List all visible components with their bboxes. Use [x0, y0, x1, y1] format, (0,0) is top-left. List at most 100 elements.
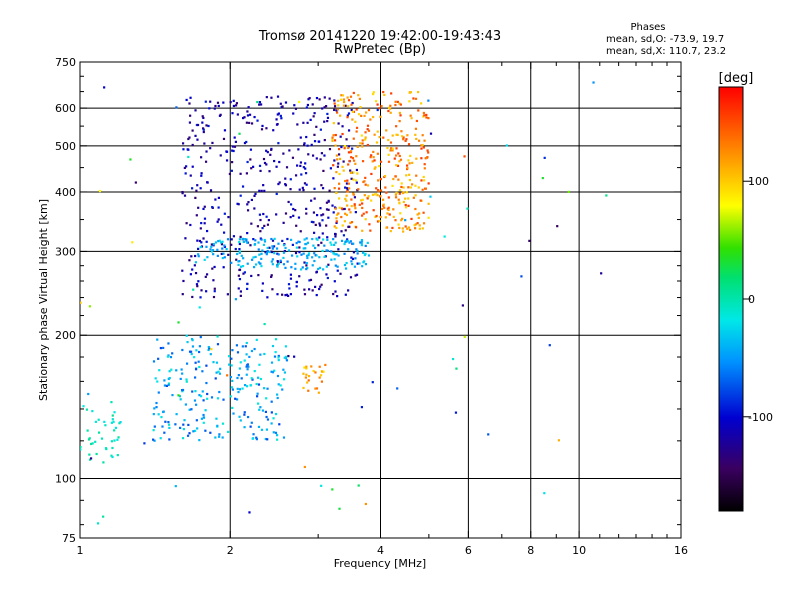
y-tick-label: 750 — [55, 56, 76, 69]
echo-point — [184, 403, 187, 406]
echo-point — [383, 93, 386, 97]
echo-point — [349, 240, 352, 243]
echo-point — [398, 120, 401, 123]
echo-point — [207, 124, 210, 128]
echo-point — [194, 109, 197, 112]
echo-point — [335, 221, 338, 224]
echo-point — [195, 189, 198, 192]
x-tick-label: 6 — [465, 544, 472, 557]
echo-point — [351, 262, 354, 266]
echo-point — [208, 347, 211, 350]
echo-point — [239, 290, 243, 293]
echo-point — [311, 237, 314, 241]
echo-point — [258, 101, 262, 104]
echo-point — [315, 271, 318, 274]
echo-point — [312, 221, 315, 224]
echo-point — [252, 256, 255, 259]
echo-point — [391, 134, 394, 137]
echo-point — [248, 511, 251, 514]
echo-point — [222, 137, 226, 141]
echo-point — [350, 260, 353, 263]
echo-point — [305, 242, 308, 246]
echo-point — [325, 273, 328, 276]
echo-point — [239, 419, 242, 422]
echo-point — [91, 410, 94, 413]
echo-point — [320, 484, 323, 487]
echo-point — [187, 423, 190, 427]
echo-point — [424, 157, 427, 160]
echo-point — [291, 156, 295, 159]
echo-point — [258, 213, 262, 216]
echo-point — [88, 437, 91, 440]
echo-point — [234, 298, 238, 301]
echo-point — [334, 133, 337, 137]
echo-point — [326, 116, 330, 119]
echo-point — [263, 322, 266, 326]
echo-point — [398, 192, 401, 195]
echo-point — [418, 212, 421, 215]
echo-point — [311, 264, 314, 267]
echo-point — [357, 484, 360, 487]
echo-point — [218, 239, 221, 242]
echo-point — [408, 228, 412, 232]
echo-point — [299, 164, 302, 168]
echo-point — [198, 345, 201, 348]
echo-point — [245, 385, 249, 388]
echo-point — [451, 357, 455, 361]
y-tick-label: 200 — [55, 329, 76, 342]
echo-point — [238, 240, 241, 244]
echo-point — [256, 225, 260, 228]
echo-point — [223, 256, 226, 259]
echo-point — [232, 235, 236, 238]
echo-point — [335, 217, 338, 220]
echo-point — [423, 179, 426, 182]
echo-point — [314, 371, 317, 374]
echo-point — [205, 240, 208, 243]
echo-point — [355, 248, 358, 251]
echo-point — [336, 265, 339, 268]
echo-point — [382, 90, 385, 94]
echo-point — [274, 351, 277, 354]
echo-point — [405, 164, 409, 167]
echo-point — [335, 154, 338, 157]
echo-point — [341, 94, 345, 97]
echo-point — [273, 159, 276, 163]
echo-point — [343, 100, 346, 104]
echo-point — [245, 239, 248, 242]
echo-point — [80, 301, 82, 304]
echo-point — [326, 276, 329, 280]
echo-point — [361, 139, 364, 142]
echo-point — [363, 114, 366, 117]
echo-point — [194, 429, 197, 432]
echo-point — [344, 104, 347, 107]
echo-point — [249, 158, 252, 161]
echo-point — [239, 194, 242, 197]
echo-point — [392, 177, 395, 181]
echo-point — [203, 222, 206, 225]
echo-point — [237, 287, 240, 290]
echo-point — [186, 340, 189, 344]
echo-point — [387, 208, 390, 212]
echo-point — [348, 208, 351, 211]
echo-point — [205, 364, 208, 367]
echo-point — [388, 213, 391, 216]
echo-point — [349, 276, 353, 279]
echo-point — [312, 115, 315, 118]
echo-point — [260, 257, 263, 260]
echo-point — [246, 363, 249, 366]
echo-point — [398, 102, 401, 105]
echo-point — [332, 134, 335, 137]
echo-point — [557, 439, 561, 442]
echo-point — [392, 208, 395, 211]
echo-point — [300, 268, 303, 271]
stats-line-o: mean, sd,O: -73.9, 19.7 — [606, 34, 724, 45]
echo-point — [230, 357, 233, 360]
echo-point — [306, 241, 309, 244]
echo-point — [319, 374, 323, 377]
echo-point — [288, 149, 291, 152]
echo-point — [282, 378, 286, 381]
echo-point — [383, 174, 387, 178]
echo-point — [271, 250, 274, 254]
echo-point — [262, 243, 266, 246]
echo-point — [266, 418, 270, 421]
